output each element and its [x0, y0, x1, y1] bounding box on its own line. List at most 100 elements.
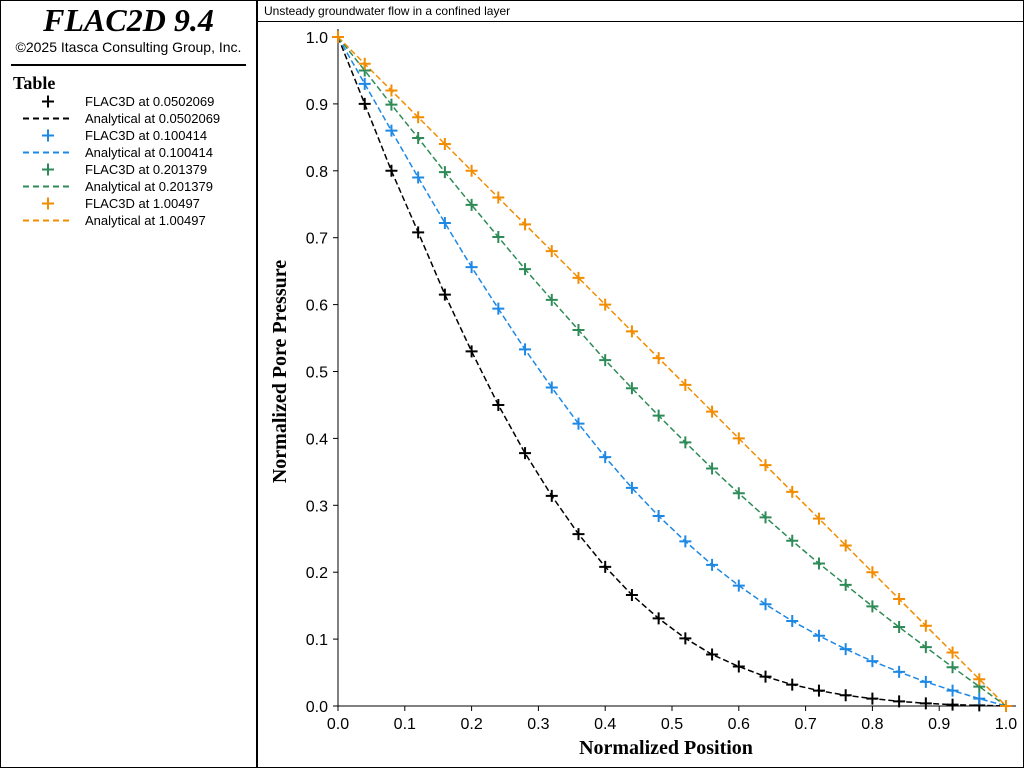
x-tick-label: 0.4: [594, 716, 616, 733]
data-point-marker: [706, 648, 719, 661]
data-point-marker: [652, 352, 665, 365]
data-point-marker: [759, 511, 772, 524]
data-point-marker: [599, 298, 612, 311]
legend-entry: Analytical at 0.0502069: [21, 110, 251, 127]
data-point-marker: [385, 164, 398, 177]
data-point-marker: [465, 261, 478, 274]
x-tick-label: 0.6: [728, 716, 750, 733]
data-point-marker: [866, 655, 879, 668]
title-divider: [11, 64, 246, 66]
data-point-marker: [839, 643, 852, 656]
series-line-3: [337, 36, 1007, 707]
data-point-marker: [919, 675, 932, 688]
data-point-marker: [652, 510, 665, 523]
copyright-text: ©2025 Itasca Consulting Group, Inc.: [15, 39, 242, 55]
data-point-marker: [625, 382, 638, 395]
data-point-marker: [492, 231, 505, 244]
data-point-marker: [599, 354, 612, 367]
series-line-1: [337, 36, 1007, 707]
data-point-marker: [732, 579, 745, 592]
legend-dash-line-icon: [23, 151, 73, 154]
data-point-marker: [519, 218, 532, 231]
legend-plus-marker-icon: [42, 163, 54, 176]
legend-label: FLAC3D at 0.0502069: [85, 94, 215, 109]
legend-dash-line-icon: [23, 185, 73, 188]
x-tick-label: 0.0: [327, 716, 349, 733]
data-point-marker: [652, 409, 665, 422]
data-point-marker: [572, 417, 585, 430]
data-point-marker: [679, 436, 692, 449]
data-point-marker: [893, 665, 906, 678]
legend-entry: FLAC3D at 0.0502069: [21, 93, 251, 110]
plot-panel: Unsteady groundwater flow in a confined …: [258, 1, 1023, 767]
data-point-marker: [385, 84, 398, 97]
data-point-marker: [759, 670, 772, 683]
x-tick-label: 0.2: [460, 716, 482, 733]
series-group: [332, 31, 1012, 712]
data-point-marker: [786, 678, 799, 691]
data-point-marker: [706, 558, 719, 571]
legend-plus-marker-icon: [42, 197, 54, 210]
legend-entry: FLAC3D at 0.201379: [21, 161, 251, 178]
y-tick-label: 0.1: [306, 632, 328, 649]
y-tick-label: 1.0: [306, 30, 328, 47]
data-point-marker: [893, 695, 906, 708]
y-tick-label: 0.7: [306, 231, 328, 248]
data-point-marker: [438, 166, 451, 179]
y-tick-label: 0.9: [306, 97, 328, 114]
data-point-marker: [572, 324, 585, 337]
legend-title: Table: [13, 73, 56, 93]
legend-label: Analytical at 1.00497: [85, 213, 206, 228]
y-tick-label: 0.3: [306, 498, 328, 515]
data-point-marker: [412, 132, 425, 145]
chart: 0.0 0.1 0.2 0.3 0.4 0.5 0.6 0.7 0.8 0.9 1.0 0.0 0.1 0…: [269, 29, 1017, 759]
x-tick-label: 1.0: [995, 716, 1017, 733]
app-title: FLAC2D 9.4: [43, 2, 214, 38]
data-point-marker: [492, 191, 505, 204]
data-point-marker: [545, 245, 558, 258]
axes: 0.0 0.1 0.2 0.3 0.4 0.5 0.6 0.7 0.8 0.9 1.0 0.0 0.1 0…: [306, 29, 1017, 733]
data-point-marker: [786, 485, 799, 498]
data-point-marker: [519, 343, 532, 356]
legend-entry: FLAC3D at 0.100414: [21, 127, 251, 144]
data-point-marker: [759, 598, 772, 611]
data-point-marker: [946, 684, 959, 697]
data-point-marker: [946, 661, 959, 674]
legend-dash-line-icon: [23, 117, 73, 120]
data-point-marker: [545, 381, 558, 394]
data-point-marker: [599, 451, 612, 464]
data-point-marker: [812, 629, 825, 642]
data-point-marker: [812, 557, 825, 570]
x-tick-label: 0.8: [861, 716, 883, 733]
data-point-marker: [679, 632, 692, 645]
legend-label: FLAC3D at 0.100414: [85, 128, 208, 143]
data-point-marker: [946, 646, 959, 659]
y-tick-label: 0.6: [306, 298, 328, 315]
data-point-marker: [412, 171, 425, 184]
x-tick-label: 0.5: [661, 716, 683, 733]
legend-label: Analytical at 0.100414: [85, 145, 213, 160]
data-point-marker: [839, 539, 852, 552]
data-point-marker: [679, 378, 692, 391]
x-tick-label: 0.7: [794, 716, 816, 733]
data-point-marker: [759, 459, 772, 472]
data-point-marker: [679, 535, 692, 548]
data-point-marker: [919, 619, 932, 632]
legend-label: FLAC3D at 1.00497: [85, 196, 200, 211]
data-point-marker: [625, 481, 638, 494]
data-point-marker: [652, 612, 665, 625]
legend-plus-marker-icon: [42, 129, 54, 142]
legend-label: Analytical at 0.0502069: [85, 111, 221, 126]
data-point-marker: [919, 641, 932, 654]
legend-entry: Analytical at 1.00497: [21, 212, 251, 229]
data-point-marker: [706, 405, 719, 418]
y-tick-label: 0.5: [306, 365, 328, 382]
x-tick-label: 0.9: [928, 716, 950, 733]
legend-entry: Analytical at 0.201379: [21, 178, 251, 195]
data-point-marker: [893, 592, 906, 605]
data-point-marker: [866, 600, 879, 613]
series-line-5: [337, 36, 1007, 707]
data-point-marker: [438, 138, 451, 151]
data-point-marker: [519, 263, 532, 276]
